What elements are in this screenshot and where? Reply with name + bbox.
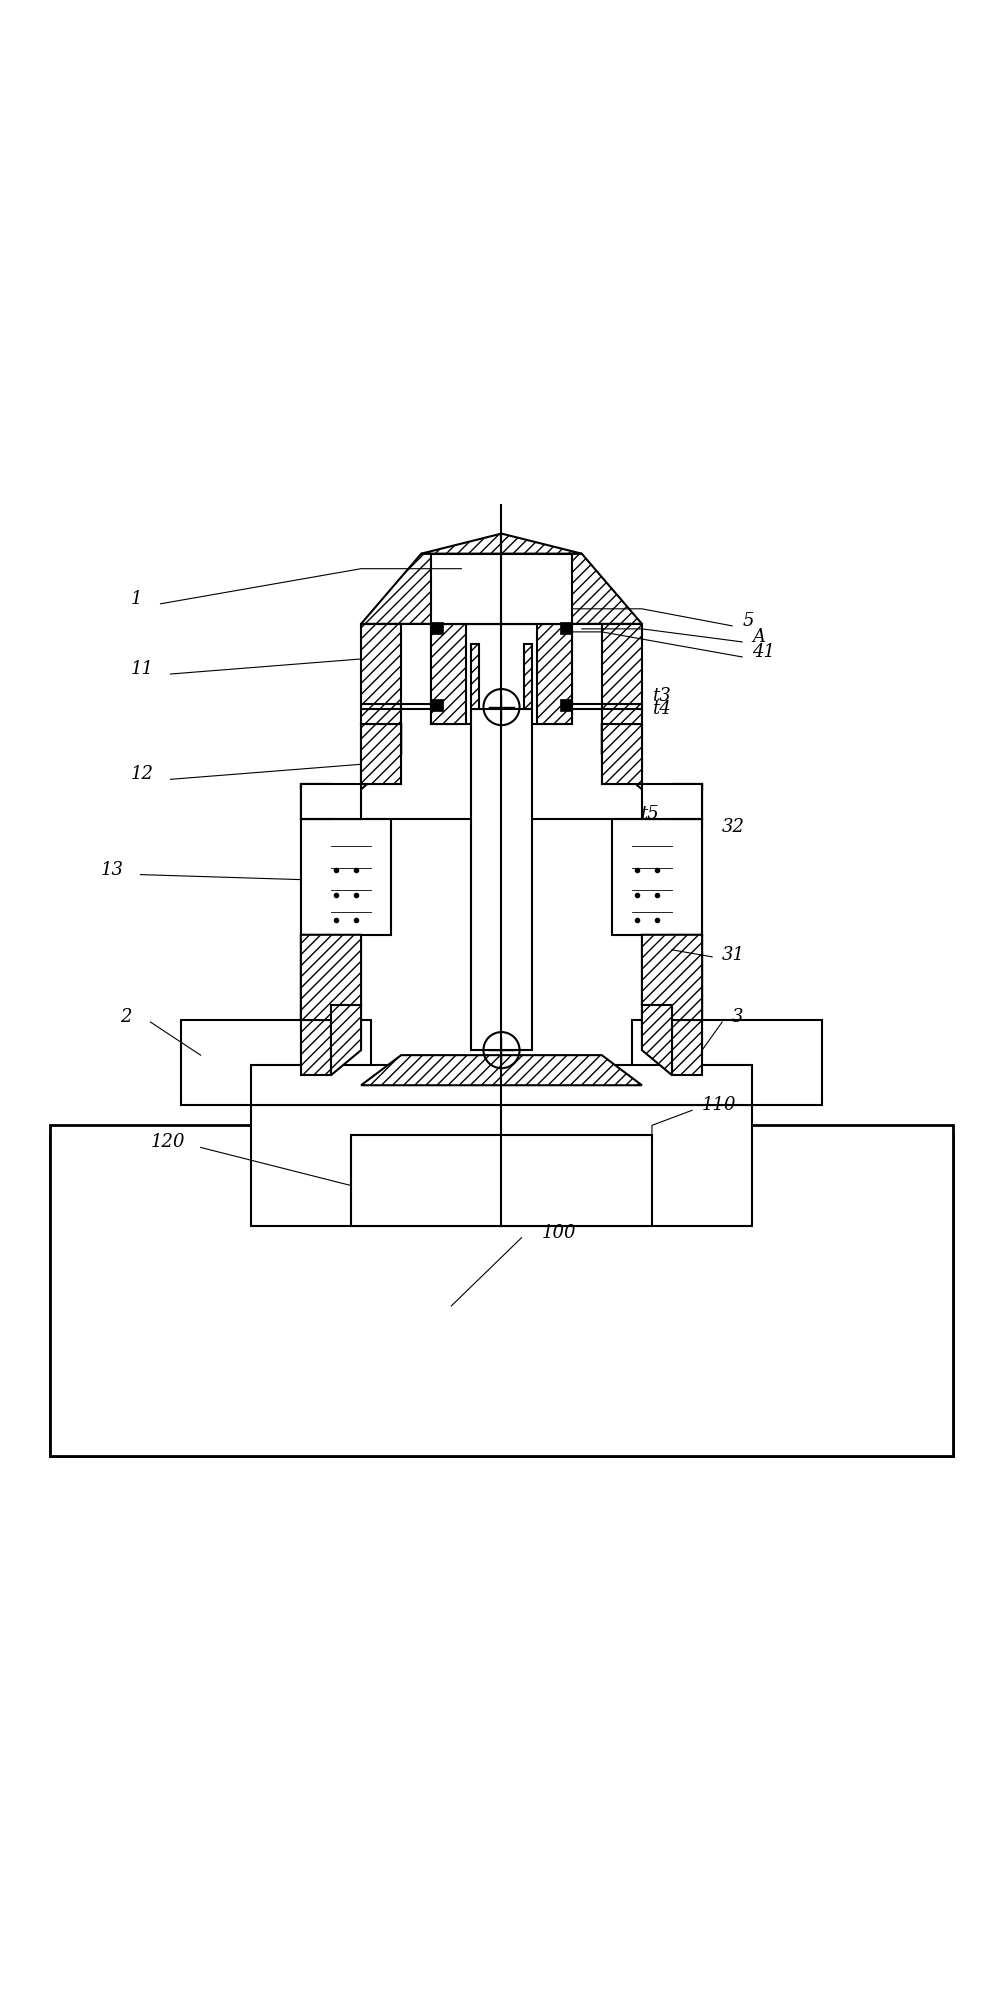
Bar <box>471 643 479 710</box>
Bar <box>301 820 391 935</box>
Polygon shape <box>671 935 701 1075</box>
Bar <box>250 1065 752 1106</box>
Bar <box>559 621 571 633</box>
Polygon shape <box>641 1005 671 1075</box>
Text: 1: 1 <box>130 589 141 607</box>
Polygon shape <box>601 724 641 784</box>
Bar <box>431 553 571 623</box>
Bar <box>536 623 571 724</box>
Bar <box>631 1019 822 1106</box>
Polygon shape <box>361 623 401 724</box>
Polygon shape <box>671 784 701 1075</box>
Polygon shape <box>641 784 701 820</box>
Bar <box>431 621 443 633</box>
Text: 41: 41 <box>752 643 775 661</box>
Polygon shape <box>301 784 331 1075</box>
Text: 2: 2 <box>120 1009 131 1025</box>
Text: t3: t3 <box>651 687 670 706</box>
Polygon shape <box>671 784 701 820</box>
Polygon shape <box>361 724 401 784</box>
Text: 31: 31 <box>721 947 744 965</box>
Polygon shape <box>361 724 401 784</box>
Polygon shape <box>331 1005 361 1075</box>
Polygon shape <box>361 553 641 623</box>
Polygon shape <box>361 1055 641 1085</box>
Bar <box>180 1019 371 1106</box>
Polygon shape <box>421 533 581 553</box>
Bar <box>431 623 571 724</box>
Bar <box>250 1075 752 1226</box>
Polygon shape <box>601 724 701 790</box>
Text: 13: 13 <box>100 860 123 878</box>
Polygon shape <box>301 935 361 1019</box>
Text: A: A <box>752 627 765 645</box>
Bar <box>471 710 531 1049</box>
Bar <box>523 643 531 710</box>
Bar <box>431 623 466 724</box>
Polygon shape <box>301 784 361 820</box>
Text: 5: 5 <box>741 611 753 629</box>
Text: 120: 120 <box>150 1134 184 1152</box>
Bar <box>559 699 571 712</box>
Text: 110: 110 <box>701 1095 735 1114</box>
Polygon shape <box>641 935 701 1019</box>
Polygon shape <box>601 724 641 784</box>
Polygon shape <box>301 935 331 1075</box>
Text: 32: 32 <box>721 818 744 836</box>
Bar <box>611 820 701 935</box>
Polygon shape <box>301 724 401 790</box>
Bar <box>50 1136 952 1457</box>
Polygon shape <box>601 623 641 724</box>
Text: 3: 3 <box>731 1009 742 1025</box>
Bar <box>351 1136 651 1226</box>
Polygon shape <box>301 784 331 820</box>
Text: 100: 100 <box>541 1224 575 1242</box>
Text: 11: 11 <box>130 659 153 677</box>
Bar <box>431 699 443 712</box>
Text: t4: t4 <box>651 699 670 718</box>
Text: 12: 12 <box>130 766 153 784</box>
Text: t5: t5 <box>639 806 658 824</box>
Bar <box>50 1126 952 1457</box>
